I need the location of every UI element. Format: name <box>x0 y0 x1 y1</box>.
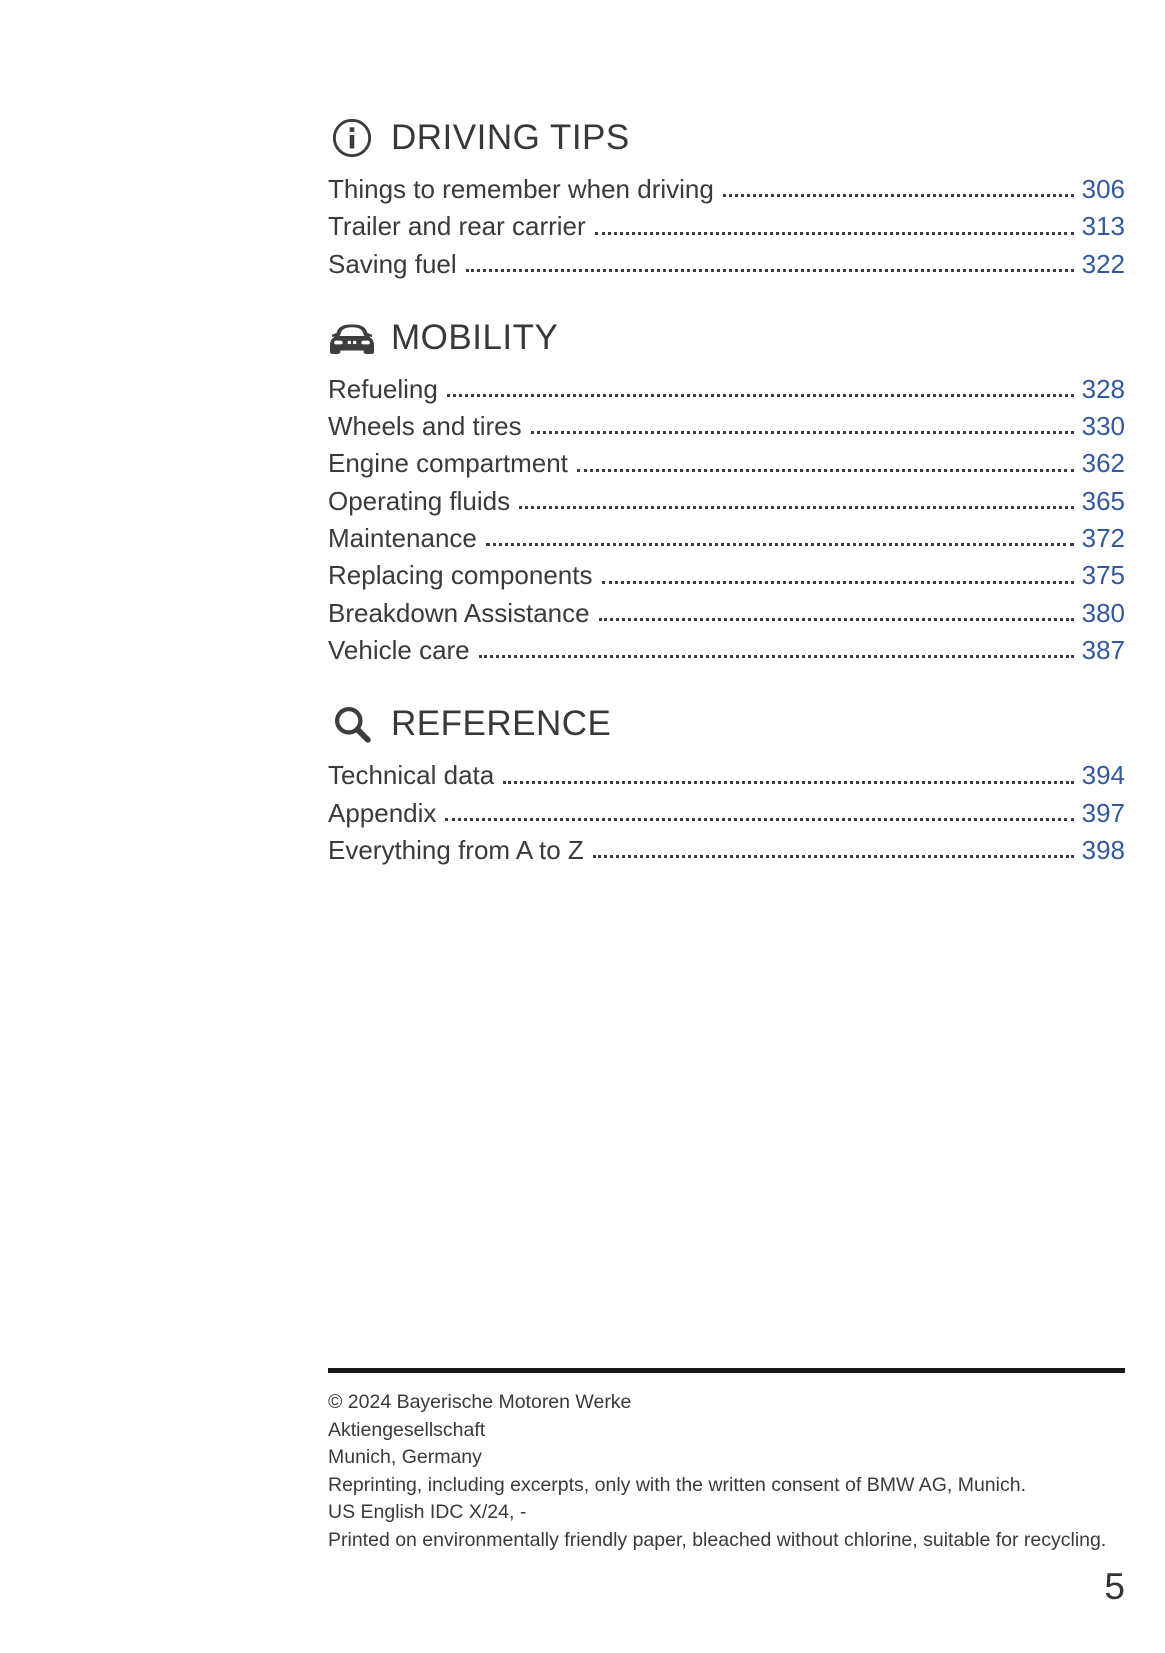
toc-entry-list: Refueling 328 Wheels and tires 330 Engin… <box>328 371 1125 669</box>
toc-entry[interactable]: Appendix 397 <box>328 795 1125 832</box>
imprint-footer: © 2024 Bayerische Motoren Werke Aktienges… <box>328 1368 1125 1554</box>
toc-entry[interactable]: Refueling 328 <box>328 371 1125 408</box>
dotted-leader <box>446 394 1074 398</box>
toc-entry[interactable]: Operating fluids 365 <box>328 483 1125 520</box>
toc-entry-label: Everything from A to Z <box>328 834 584 865</box>
toc-entry[interactable]: Breakdown Assistance 380 <box>328 595 1125 632</box>
footer-rule <box>328 1368 1125 1373</box>
toc-entry[interactable]: Engine compartment 362 <box>328 445 1125 482</box>
toc-entry-page: 380 <box>1081 597 1125 628</box>
toc-entry-page: 372 <box>1081 523 1125 554</box>
footer-line: US English IDC X/24, - <box>328 1501 527 1523</box>
toc-entry-list: Things to remember when driving 306 Trai… <box>328 171 1125 283</box>
toc-entry-label: Vehicle care <box>328 634 470 665</box>
toc-entry-label: Technical data <box>328 760 495 791</box>
section-header: REFERENCE <box>328 701 1125 747</box>
toc-entry[interactable]: Maintenance 372 <box>328 520 1125 557</box>
toc-section: REFERENCE Technical data 394 Appendix 39… <box>328 701 1125 869</box>
toc-entry-page: 375 <box>1081 560 1125 591</box>
section-icon-slot <box>328 321 376 355</box>
toc-entry-label: Things to remember when driving <box>328 174 714 204</box>
toc-entry-label: Maintenance <box>328 523 477 554</box>
dotted-leader <box>478 655 1074 659</box>
car-icon <box>330 324 374 354</box>
toc-entry[interactable]: Replacing components 375 <box>328 557 1125 594</box>
toc-entry-label: Wheels and tires <box>328 411 522 442</box>
toc-sections: DRIVING TIPS Things to remember when dri… <box>328 115 1125 869</box>
dotted-leader <box>722 194 1074 198</box>
dotted-leader <box>592 855 1074 859</box>
toc-entry-list: Technical data 394 Appendix 397 Everythi… <box>328 757 1125 869</box>
section-icon-slot <box>328 704 376 745</box>
footer-line: © 2024 Bayerische Motoren Werke <box>328 1391 632 1413</box>
toc-entry-label: Operating fluids <box>328 485 511 516</box>
toc-entry-label: Replacing components <box>328 560 593 591</box>
toc-page-content: DRIVING TIPS Things to remember when dri… <box>328 0 1125 869</box>
toc-entry-page: 365 <box>1081 485 1125 516</box>
toc-entry-page: 306 <box>1081 174 1125 204</box>
toc-entry-label: Engine compartment <box>328 448 568 479</box>
toc-entry-label: Appendix <box>328 797 437 828</box>
footer-line: Munich, Germany <box>328 1446 482 1468</box>
toc-entry[interactable]: Vehicle care 387 <box>328 632 1125 669</box>
page-number: 5 <box>1104 1566 1125 1607</box>
toc-entry[interactable]: Technical data 394 <box>328 757 1125 794</box>
section-header: DRIVING TIPS <box>328 115 1125 161</box>
toc-entry[interactable]: Wheels and tires 330 <box>328 408 1125 445</box>
toc-entry-page: 313 <box>1081 211 1125 242</box>
toc-entry[interactable]: Things to remember when driving 306 <box>328 171 1125 208</box>
info-icon <box>332 118 372 158</box>
toc-entry-page: 362 <box>1081 448 1125 479</box>
dotted-leader <box>465 268 1074 272</box>
dotted-leader <box>530 431 1074 435</box>
dotted-leader <box>594 231 1074 235</box>
toc-section: MOBILITY Refueling 328 Wheels and tires … <box>328 315 1125 669</box>
section-icon-slot <box>328 117 376 159</box>
toc-entry-page: 397 <box>1081 797 1125 828</box>
toc-entry-label: Saving fuel <box>328 248 457 279</box>
toc-entry-label: Trailer and rear carrier <box>328 211 586 242</box>
toc-entry[interactable]: Everything from A to Z 398 <box>328 832 1125 869</box>
dotted-leader <box>519 506 1074 510</box>
toc-entry-page: 322 <box>1081 248 1125 279</box>
section-header: MOBILITY <box>328 315 1125 361</box>
section-title: DRIVING TIPS <box>391 118 630 157</box>
search-icon <box>334 706 371 743</box>
footer-lines: © 2024 Bayerische Motoren Werke Aktienges… <box>328 1389 1125 1554</box>
toc-entry-label: Refueling <box>328 373 438 404</box>
section-title: MOBILITY <box>391 317 559 357</box>
toc-entry-page: 328 <box>1081 373 1125 404</box>
dotted-leader <box>598 617 1074 621</box>
toc-section: DRIVING TIPS Things to remember when dri… <box>328 115 1125 283</box>
toc-entry-label: Breakdown Assistance <box>328 597 590 628</box>
toc-entry-page: 330 <box>1081 411 1125 442</box>
dotted-leader <box>485 543 1074 547</box>
toc-entry[interactable]: Trailer and rear carrier 313 <box>328 208 1125 245</box>
toc-entry-page: 387 <box>1081 634 1125 665</box>
dotted-leader <box>601 580 1074 584</box>
toc-entry[interactable]: Saving fuel 322 <box>328 246 1125 283</box>
toc-entry-page: 398 <box>1081 834 1125 865</box>
footer-line: Aktiengesellschaft <box>328 1418 486 1441</box>
section-title: REFERENCE <box>391 704 612 744</box>
toc-entry-page: 394 <box>1081 760 1125 791</box>
dotted-leader <box>576 468 1074 472</box>
dotted-leader <box>445 817 1074 821</box>
footer-line: Reprinting, including excerpts, only wit… <box>328 1473 1026 1496</box>
dotted-leader <box>503 780 1074 784</box>
footer-line: Printed on environmentally friendly pape… <box>328 1528 1107 1551</box>
